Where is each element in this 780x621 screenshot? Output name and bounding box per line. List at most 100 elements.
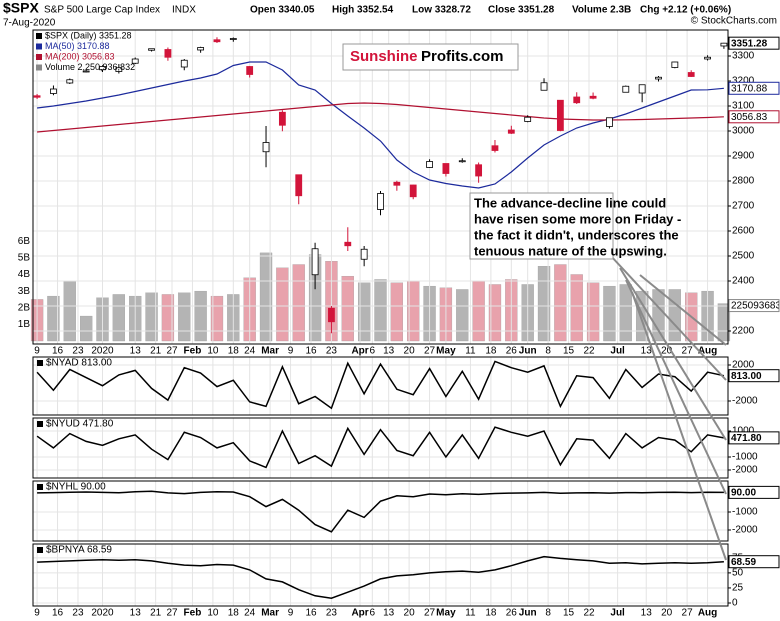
x-tick-label: 27 <box>424 608 436 619</box>
volume-bar <box>472 280 485 342</box>
x-tick-label: Jun <box>519 608 537 619</box>
x-tick-label: 23 <box>326 608 338 619</box>
value-box-clip: 3351.28 <box>731 38 768 49</box>
plots: 9 16 23 2020 13 21 27 Feb 10 18 24 Mar 9 16 23 Apr 6 13 20… <box>18 29 780 619</box>
legend-label: $SPX (Daily) 3351.28 <box>45 30 132 40</box>
x-tick-label: 18 <box>485 608 497 619</box>
candle-body <box>148 48 155 51</box>
x-tick-label: Mar <box>261 346 279 357</box>
panel-title: $NYHL 90.00 <box>46 482 106 493</box>
x-tick-label: Aug <box>698 608 717 619</box>
y-tick-label: 3200 <box>732 76 755 87</box>
volume-bar <box>668 289 682 342</box>
legend-swatch <box>36 54 42 60</box>
x-tick-label: Jul <box>610 608 625 619</box>
x-tick-label: Apr <box>351 346 368 357</box>
volume-tick-label: 1B <box>18 319 31 330</box>
value-box-label: 813.00 <box>731 371 762 382</box>
logo-box <box>342 43 519 71</box>
x-tick-label: 13 <box>130 608 142 619</box>
indicator-line <box>36 426 725 469</box>
low: Low 3328.72 <box>412 5 471 16</box>
logo: Sunshine Profits.com <box>342 43 519 71</box>
x-tick-label: 22 <box>583 346 595 357</box>
candle-body <box>540 82 548 91</box>
x-tick-label: May <box>436 608 456 619</box>
x-tick-label: 13 <box>641 608 653 619</box>
value-box <box>728 431 780 445</box>
x-tick-label: 23 <box>72 608 84 619</box>
x-tick-label: 11 <box>465 346 476 357</box>
x-tick-label: Jul <box>610 346 625 357</box>
annotation-box <box>469 192 614 260</box>
volume-bar <box>178 292 191 342</box>
volume-bar <box>79 315 93 342</box>
indicator-line <box>36 360 725 410</box>
value-box-label: 3351.28 <box>731 38 768 49</box>
panel-frame <box>32 543 729 607</box>
x-tick-label: 27 <box>424 346 436 357</box>
x-tick-label: 21 <box>150 608 162 619</box>
annotation-text: the fact it didn't, underscores the <box>474 227 679 242</box>
value-box-clip: 3170.88 <box>731 83 768 94</box>
y-tick-label: 3000 <box>732 126 755 137</box>
index-name: S&P 500 Large Cap Index <box>44 5 160 16</box>
title-marker <box>37 547 43 553</box>
volume-tick-label: 6B <box>18 236 31 247</box>
x-tick-label: 16 <box>52 608 64 619</box>
candle-body <box>589 95 597 99</box>
x-tick-label: 9 <box>288 608 294 619</box>
x-tick-label: Mar <box>261 608 279 619</box>
candle-body <box>442 163 450 174</box>
candle-body <box>311 248 319 276</box>
change: Chg +2.12 (+0.06%) <box>640 5 731 16</box>
x-tick-label: 6 <box>370 346 376 357</box>
volume-bar <box>276 267 289 342</box>
x-tick-label: 13 <box>641 346 653 357</box>
volume-bar <box>537 266 551 342</box>
legend-label: MA(200) 3056.83 <box>45 51 115 61</box>
x-tick-label: 27 <box>682 608 694 619</box>
candle-body <box>213 39 221 43</box>
x-tick-label: 23 <box>326 346 338 357</box>
title-marker <box>37 484 43 490</box>
x-tick-label: 9 <box>34 608 40 619</box>
x-tick-label: 18 <box>228 346 240 357</box>
y-tick-label: 2900 <box>732 151 755 162</box>
y-tick-label: -1000 <box>732 507 758 518</box>
volume-bar <box>210 295 224 342</box>
candle-body <box>409 184 417 198</box>
value-box-label: 471.80 <box>731 433 762 444</box>
y-tick-label: 2600 <box>732 226 755 237</box>
candle-body <box>82 70 90 73</box>
volume-bar <box>112 294 126 342</box>
candle-body <box>197 47 205 51</box>
y-tick-label: 2200 <box>732 326 755 337</box>
x-tick-label: 9 <box>34 346 40 357</box>
value-box <box>728 369 780 383</box>
panel-frame <box>32 29 729 345</box>
value-box-label: 3056.83 <box>731 112 768 123</box>
annotation-text: The advance-decline line could <box>474 195 666 210</box>
candle-body <box>115 67 123 72</box>
candle-body <box>606 117 613 127</box>
y-tick-label: 3100 <box>732 101 755 112</box>
x-tick-label: 6 <box>370 608 376 619</box>
candle-body <box>507 129 515 134</box>
candle-body <box>687 72 695 77</box>
value-box-clip: 813.00 <box>731 371 762 382</box>
panel-title: $BPNYA 68.59 <box>46 545 112 556</box>
volume-bar <box>554 264 567 342</box>
volume-bar <box>292 264 305 342</box>
candle-body <box>50 88 57 94</box>
title-marker <box>37 360 43 366</box>
value-box-clip: 471.80 <box>731 433 762 444</box>
volume-bar <box>390 282 404 342</box>
value-box-clip: 3056.83 <box>731 112 768 123</box>
open: Open 3340.05 <box>250 5 315 16</box>
volume-bar <box>570 274 583 342</box>
candle-body <box>573 96 581 104</box>
volume-bar <box>717 303 731 342</box>
